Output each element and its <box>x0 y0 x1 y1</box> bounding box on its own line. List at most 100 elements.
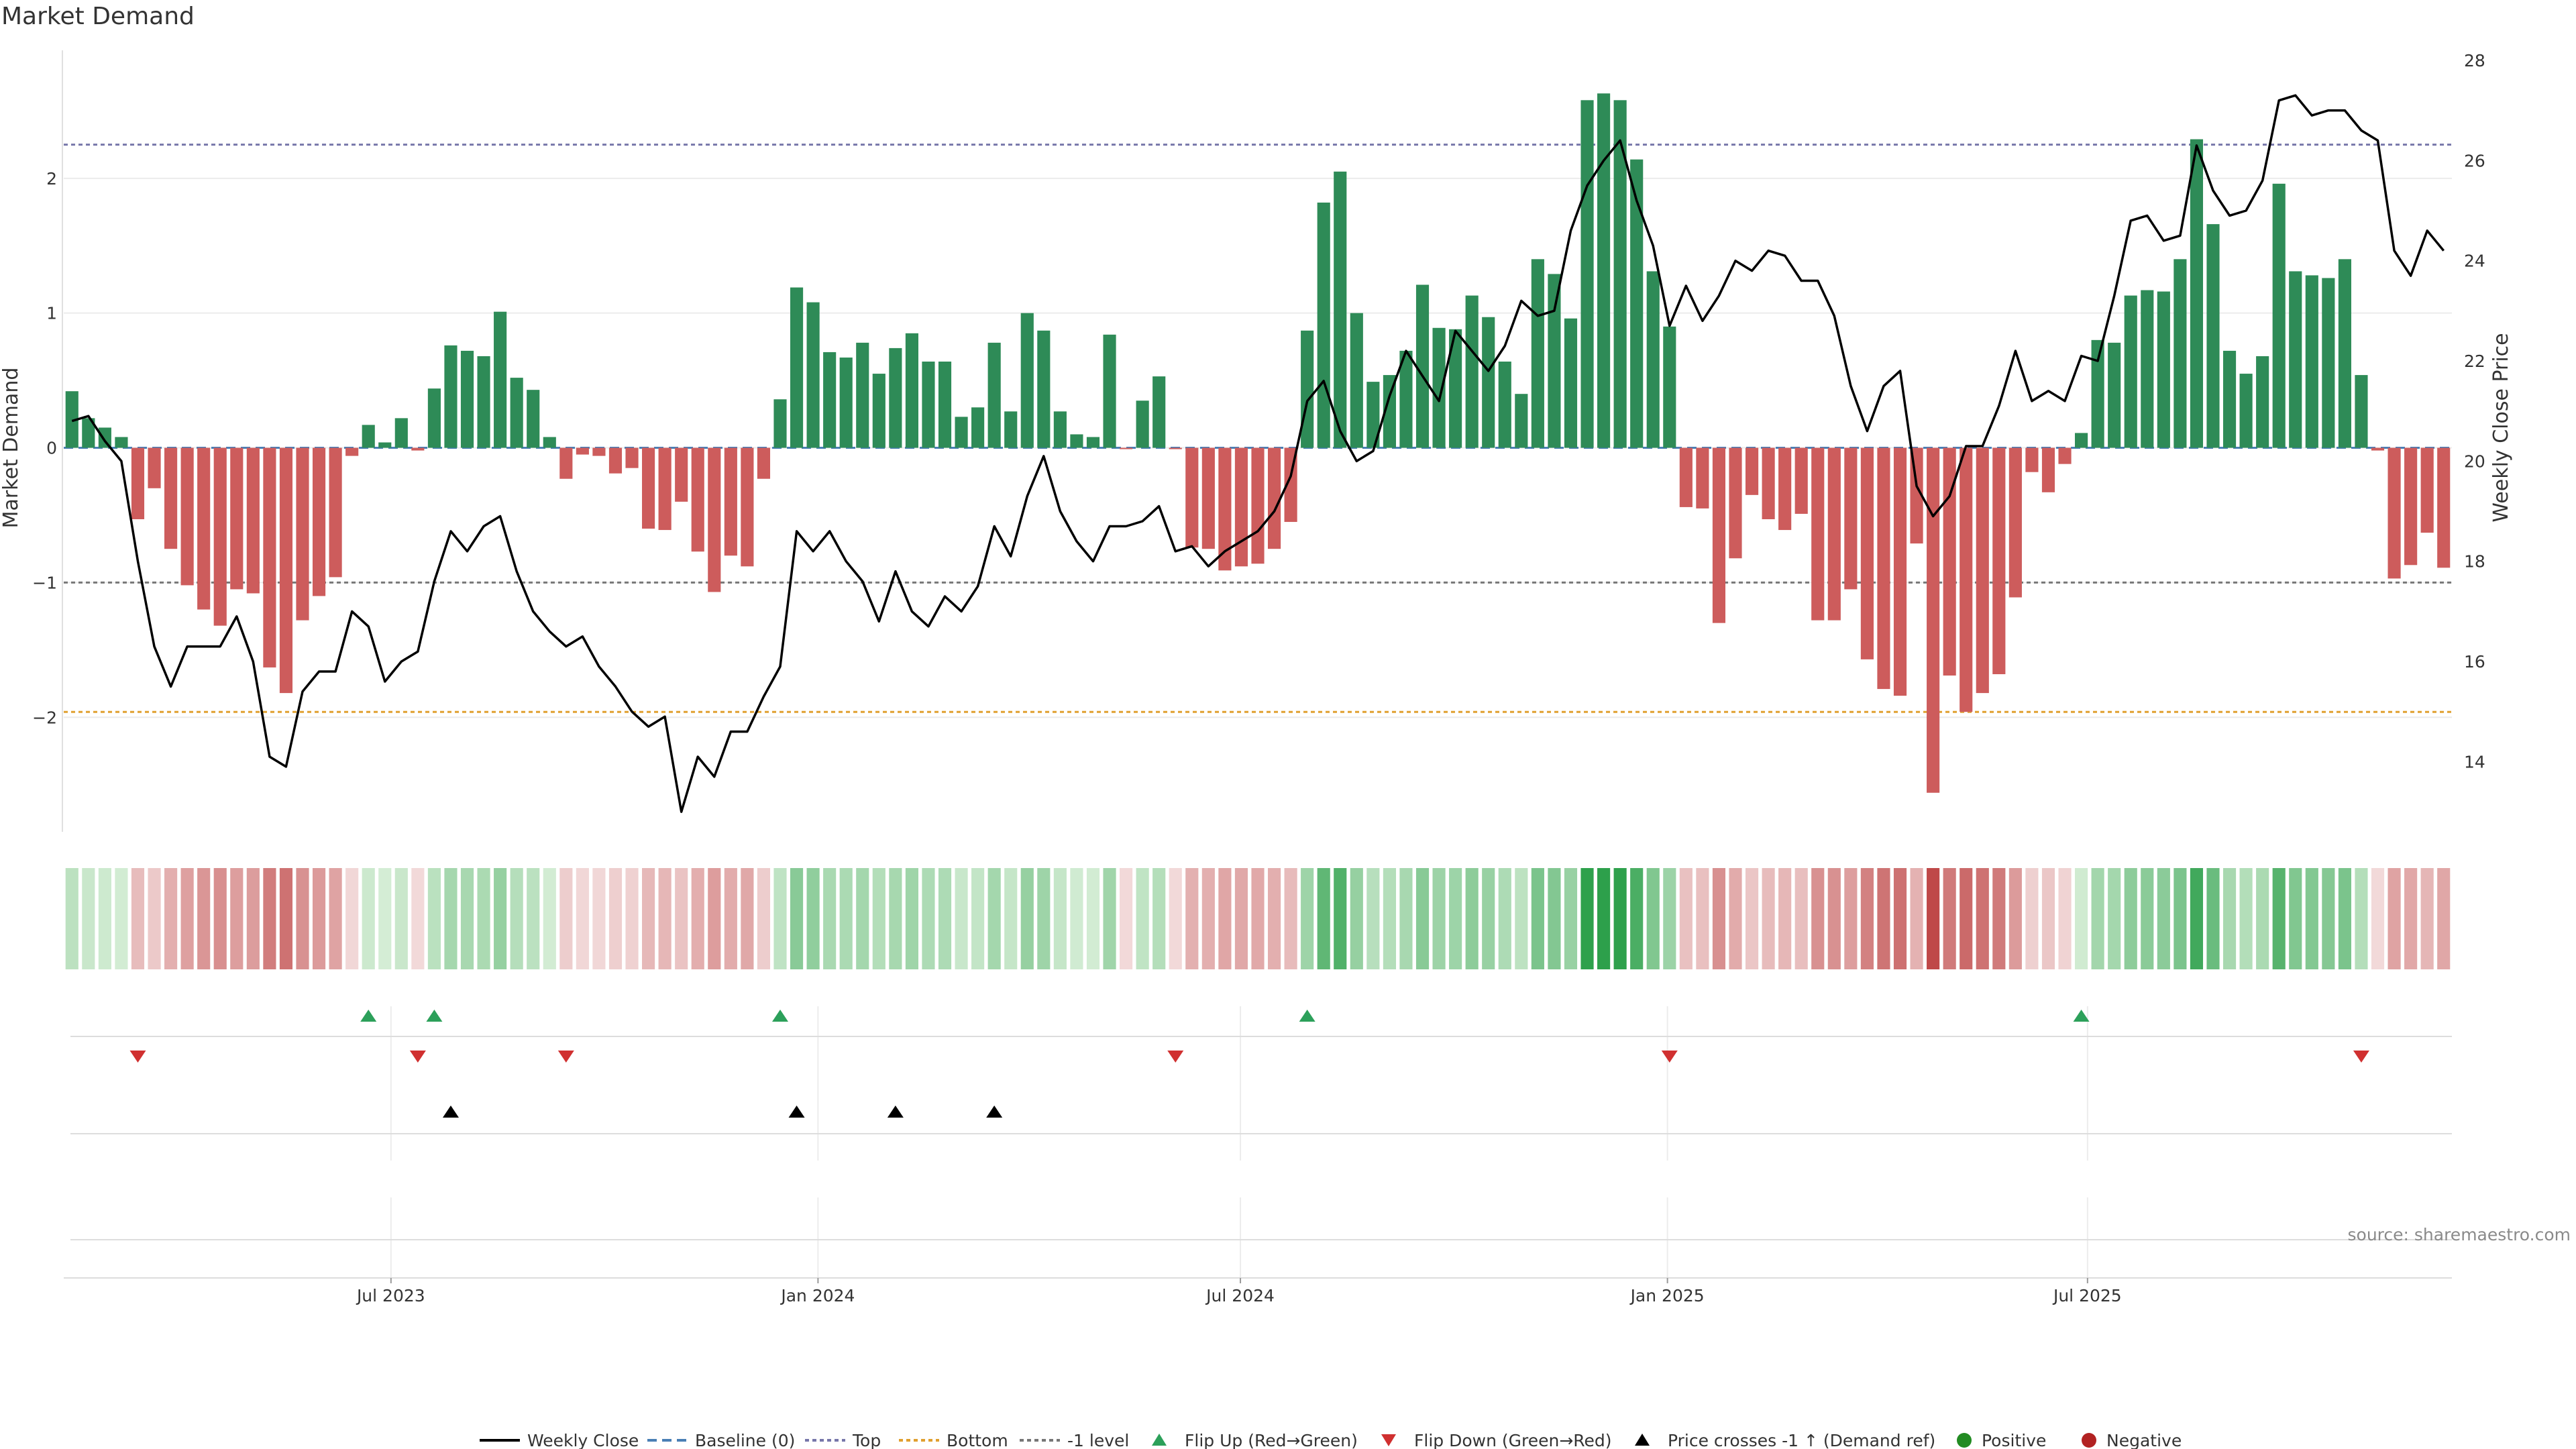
heat-cell <box>592 868 606 969</box>
heat-cell <box>1070 868 1083 969</box>
demand-bar <box>1927 447 1940 793</box>
heat-cell <box>1630 868 1644 969</box>
heat-cell <box>1301 868 1314 969</box>
date-tick-label: Jul 2024 <box>1205 1286 1275 1305</box>
demand-bar <box>296 447 309 621</box>
heat-cell <box>1020 868 1034 969</box>
demand-bar <box>839 357 853 448</box>
demand-bar <box>1037 330 1051 448</box>
heat-cell <box>246 868 260 969</box>
demand-bar <box>1564 318 1578 448</box>
heat-cell <box>1449 868 1462 969</box>
heat-cell <box>477 868 490 969</box>
demand-bar <box>2289 271 2302 448</box>
demand-bar <box>1893 447 1907 696</box>
legend-label: Weekly Close <box>527 1431 639 1449</box>
demand-bar <box>2141 290 2154 448</box>
heat-cell <box>411 868 425 969</box>
heat-cell <box>2355 868 2368 969</box>
heat-cell <box>427 868 441 969</box>
heat-cell <box>1613 868 1627 969</box>
heat-cell <box>2025 868 2039 969</box>
demand-bar <box>213 447 227 626</box>
demand-bar <box>2124 295 2137 448</box>
demand-bar <box>1185 447 1199 548</box>
demand-bar <box>1234 447 1248 567</box>
flip-up-marker <box>2073 1010 2090 1022</box>
left-tick-label: 1 <box>46 304 57 323</box>
heat-cell <box>1218 868 1232 969</box>
demand-bar <box>1613 100 1627 448</box>
chart-title: Market Demand <box>1 3 195 30</box>
demand-bar <box>1449 329 1462 448</box>
heat-cell <box>263 868 276 969</box>
heat-cell <box>1564 868 1578 969</box>
demand-bar <box>2041 447 2055 492</box>
heat-cell <box>658 868 672 969</box>
demand-bar <box>543 437 556 448</box>
heat-cell <box>82 868 95 969</box>
demand-bar <box>987 342 1001 448</box>
demand-bar <box>1201 447 1215 549</box>
heat-cell <box>180 868 194 969</box>
demand-bar <box>1103 334 1116 448</box>
heat-cell <box>1120 868 1133 969</box>
heat-cell <box>691 868 704 969</box>
demand-bar <box>2371 447 2385 451</box>
demand-bar <box>2157 291 2170 448</box>
heat-cell <box>460 868 474 969</box>
demand-bar <box>1399 350 1413 448</box>
legend: Weekly Close Baseline (0) Top Bottom -1 leve… <box>480 1431 2182 1449</box>
heat-cell <box>164 868 178 969</box>
demand-bar <box>1432 327 1446 448</box>
heat-cell <box>2404 868 2418 969</box>
heat-cell <box>889 868 902 969</box>
demand-bar <box>2222 350 2237 448</box>
heat-cell <box>1185 868 1199 969</box>
heat-cell <box>2174 868 2187 969</box>
heat-cell <box>1943 868 1956 969</box>
demand-bar <box>1646 271 1660 448</box>
heat-cell <box>2387 868 2401 969</box>
heat-cell <box>1498 868 1511 969</box>
demand-bar <box>1120 447 1133 449</box>
heat-cell <box>2338 868 2351 969</box>
heat-cell <box>2041 868 2055 969</box>
price-cross-marker <box>887 1106 904 1118</box>
source-note: source: sharemaestro.com <box>2348 1225 2571 1244</box>
heat-cell <box>1663 868 1676 969</box>
demand-bar <box>1729 447 1742 559</box>
heat-cell <box>1482 868 1495 969</box>
right-tick-label: 22 <box>2464 352 2485 371</box>
heat-cell <box>1794 868 1808 969</box>
event-panels <box>70 1006 2452 1278</box>
heat-cell <box>576 868 589 969</box>
heat-cell <box>823 868 837 969</box>
demand-bar <box>148 447 161 488</box>
demand-bar <box>1548 274 1561 448</box>
demand-bar <box>658 447 672 531</box>
heat-cell <box>790 868 804 969</box>
right-tick-label: 14 <box>2464 752 2485 771</box>
heat-cell <box>362 868 375 969</box>
heat-cell <box>527 868 540 969</box>
heat-cell <box>608 868 623 969</box>
heat-cell <box>1251 868 1265 969</box>
demand-bar <box>2322 278 2335 448</box>
heat-cell <box>1778 868 1792 969</box>
heat-cell <box>1531 868 1544 969</box>
legend-glyph-positive <box>1957 1433 1972 1448</box>
heat-cell <box>1399 868 1413 969</box>
demand-bar <box>2272 183 2286 448</box>
heat-cell <box>2141 868 2154 969</box>
demand-bar <box>971 407 985 448</box>
heat-cell <box>1004 868 1018 969</box>
heat-cell <box>922 868 935 969</box>
demand-bar <box>2387 447 2401 579</box>
heat-cell <box>642 868 655 969</box>
heat-cell <box>2437 868 2451 969</box>
heat-cell <box>1465 868 1479 969</box>
heat-cell <box>394 868 408 969</box>
flip-down-marker <box>557 1051 574 1063</box>
heat-cell <box>987 868 1001 969</box>
